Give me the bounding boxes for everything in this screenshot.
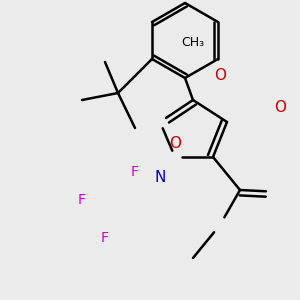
Text: F: F — [78, 193, 86, 207]
Text: CH₃: CH₃ — [182, 35, 205, 49]
Text: N: N — [154, 170, 166, 185]
Text: O: O — [214, 68, 226, 82]
Text: F: F — [131, 165, 139, 179]
Text: F: F — [101, 231, 109, 245]
Text: O: O — [169, 136, 181, 151]
Text: O: O — [274, 100, 286, 116]
